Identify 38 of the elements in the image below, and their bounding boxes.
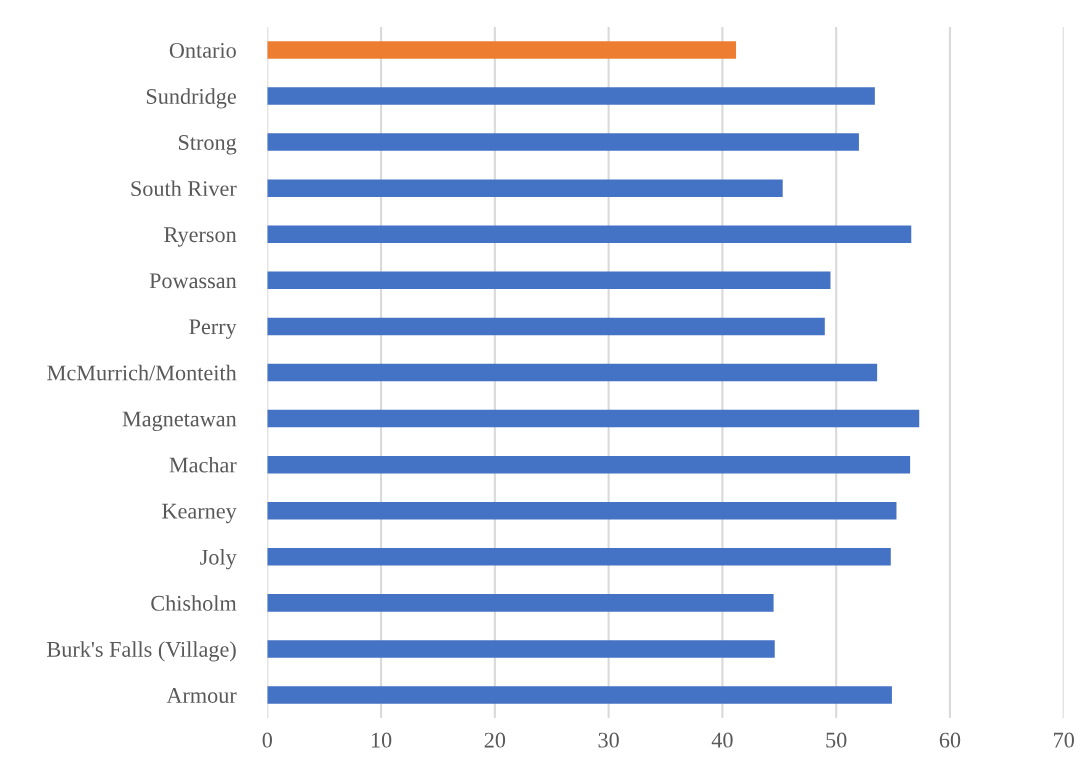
y-tick-label: Magnetawan [122, 411, 237, 432]
y-tick-label: Ontario [169, 42, 236, 58]
y-tick-label: South River [131, 180, 237, 197]
y-tick-label: Ryerson [164, 227, 237, 247]
bar [267, 87, 875, 105]
y-tick-label: McMurrich/Monteith [47, 364, 237, 381]
x-tick-label: 70 [1054, 732, 1074, 748]
bar [267, 686, 892, 704]
bar [267, 409, 920, 428]
bar [267, 501, 897, 520]
y-tick-label: Joly [200, 549, 237, 570]
x-tick-label: 60 [939, 732, 961, 748]
x-tick-label: 20 [484, 732, 506, 748]
bar [267, 271, 831, 290]
x-tick-label: 50 [826, 732, 847, 748]
bar [267, 640, 775, 658]
y-tick-label: Burk's Falls (Village) [47, 641, 236, 662]
y-tick-label: Kearney [162, 503, 237, 524]
bar [267, 179, 783, 197]
bar [267, 455, 911, 474]
bar [267, 548, 891, 566]
bar [267, 594, 774, 612]
bar [267, 133, 859, 151]
bar [267, 363, 878, 382]
x-tick-label: 30 [598, 732, 619, 748]
bar [267, 41, 737, 59]
y-tick-label: Perry [189, 319, 237, 339]
bar [267, 225, 912, 243]
y-tick-label: Powassan [149, 273, 237, 289]
y-tick-label: Sundridge [146, 88, 236, 109]
bar [267, 317, 825, 336]
x-tick-label: 0 [262, 732, 272, 748]
y-tick-label: Chisholm [151, 595, 237, 611]
y-tick-label: Strong [178, 135, 237, 155]
y-tick-label: Armour [166, 688, 237, 703]
x-tick-label: 10 [371, 732, 392, 748]
x-tick-label: 40 [711, 732, 733, 748]
y-tick-label: Machar [169, 456, 237, 473]
